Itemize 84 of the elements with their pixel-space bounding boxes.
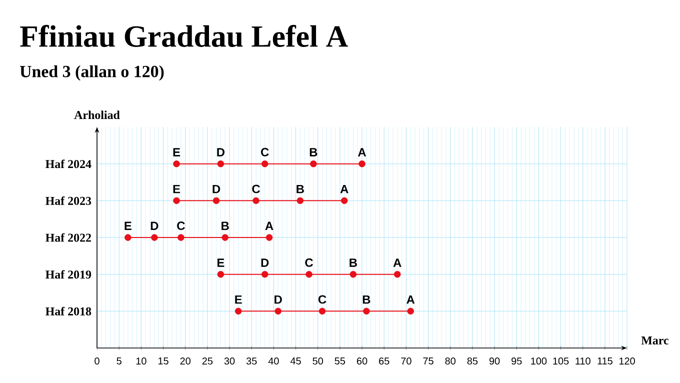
x-tick-label: 85 bbox=[467, 358, 478, 365]
text: E bbox=[217, 258, 224, 267]
x-tick-label: 110 bbox=[576, 358, 590, 365]
text: E bbox=[173, 148, 180, 156]
x-tick-label: 25 bbox=[202, 358, 213, 365]
x-tick-label: 5 bbox=[116, 357, 122, 364]
x-tick-label: 15 bbox=[158, 357, 168, 364]
x-tick-label: 70 bbox=[401, 358, 412, 365]
x-tick-label: 35 bbox=[246, 358, 257, 365]
chart-title: Ffiniau Graddau Lefel A bbox=[20, 24, 348, 48]
x-tick-label: 60 bbox=[356, 358, 368, 365]
text: C bbox=[177, 222, 185, 230]
x-tick-label: 80 bbox=[445, 358, 456, 365]
text: E bbox=[235, 295, 242, 304]
text: E bbox=[173, 184, 180, 194]
point bbox=[173, 197, 180, 204]
x-tick-label: 0 bbox=[94, 358, 100, 365]
point bbox=[124, 234, 132, 241]
point bbox=[310, 160, 317, 168]
point bbox=[173, 160, 180, 168]
point bbox=[222, 234, 228, 241]
point bbox=[318, 308, 326, 315]
y-axis-title: Arholiad bbox=[74, 110, 120, 120]
y-tick-label: Haf 2023 bbox=[46, 196, 92, 205]
point bbox=[151, 234, 158, 241]
y-tick-label: Haf 2019 bbox=[46, 270, 92, 279]
point bbox=[350, 270, 357, 278]
point bbox=[217, 270, 224, 278]
point bbox=[178, 234, 184, 241]
point bbox=[358, 160, 366, 168]
x-tick-label: 115 bbox=[598, 357, 612, 364]
point bbox=[407, 308, 414, 315]
point bbox=[212, 197, 220, 204]
point bbox=[296, 197, 304, 204]
point bbox=[252, 197, 260, 204]
x-tick-label: 75 bbox=[423, 357, 434, 364]
x-tick-label: 45 bbox=[290, 357, 301, 364]
y-tick-label: Haf 2024 bbox=[46, 160, 92, 168]
x-tick-label: 100 bbox=[531, 358, 547, 365]
point bbox=[340, 197, 348, 204]
y-tick-label: Haf 2022 bbox=[46, 233, 91, 242]
x-tick-label: 40 bbox=[268, 358, 279, 365]
point bbox=[394, 270, 401, 278]
text: A bbox=[340, 184, 348, 194]
text: B bbox=[222, 222, 229, 230]
text: C bbox=[305, 258, 314, 267]
x-tick-label: 65 bbox=[379, 358, 390, 365]
text: B bbox=[296, 184, 304, 194]
text: C bbox=[318, 295, 326, 304]
point bbox=[261, 160, 268, 168]
x-tick-label: 20 bbox=[180, 358, 190, 365]
text: A bbox=[393, 258, 402, 267]
point bbox=[363, 308, 370, 315]
text: B bbox=[310, 148, 318, 156]
x-axis-title: Marc bbox=[641, 336, 668, 344]
y-tick-label: Haf 2018 bbox=[46, 306, 92, 316]
series-label: E bbox=[124, 222, 132, 230]
point bbox=[234, 308, 242, 315]
text: A bbox=[406, 295, 415, 304]
text: D bbox=[261, 258, 269, 267]
text: C bbox=[261, 148, 269, 156]
x-tick-label: 30 bbox=[224, 358, 235, 365]
series-label: C bbox=[252, 184, 260, 194]
x-tick-label: 55 bbox=[334, 357, 346, 364]
x-tick-label: 10 bbox=[136, 358, 146, 365]
series-label: A bbox=[358, 148, 366, 156]
text: D bbox=[212, 184, 220, 194]
x-tick-label: 105 bbox=[553, 358, 569, 365]
x-tick-label: 90 bbox=[489, 358, 500, 365]
x-tick-label: 95 bbox=[512, 358, 522, 365]
x-tick-label: 120 bbox=[619, 358, 635, 365]
x-tick-label: 50 bbox=[312, 358, 323, 365]
point bbox=[274, 308, 282, 315]
series-label: D bbox=[217, 148, 224, 156]
text: D bbox=[150, 222, 158, 230]
point bbox=[261, 270, 268, 278]
text: D bbox=[274, 295, 282, 304]
point bbox=[306, 270, 312, 278]
point bbox=[266, 234, 273, 241]
series-label: B bbox=[362, 295, 370, 304]
text: B bbox=[350, 258, 357, 267]
text: A bbox=[265, 222, 274, 230]
point bbox=[217, 160, 224, 168]
chart-subtitle: Uned 3 (allan o 120) bbox=[20, 65, 164, 81]
